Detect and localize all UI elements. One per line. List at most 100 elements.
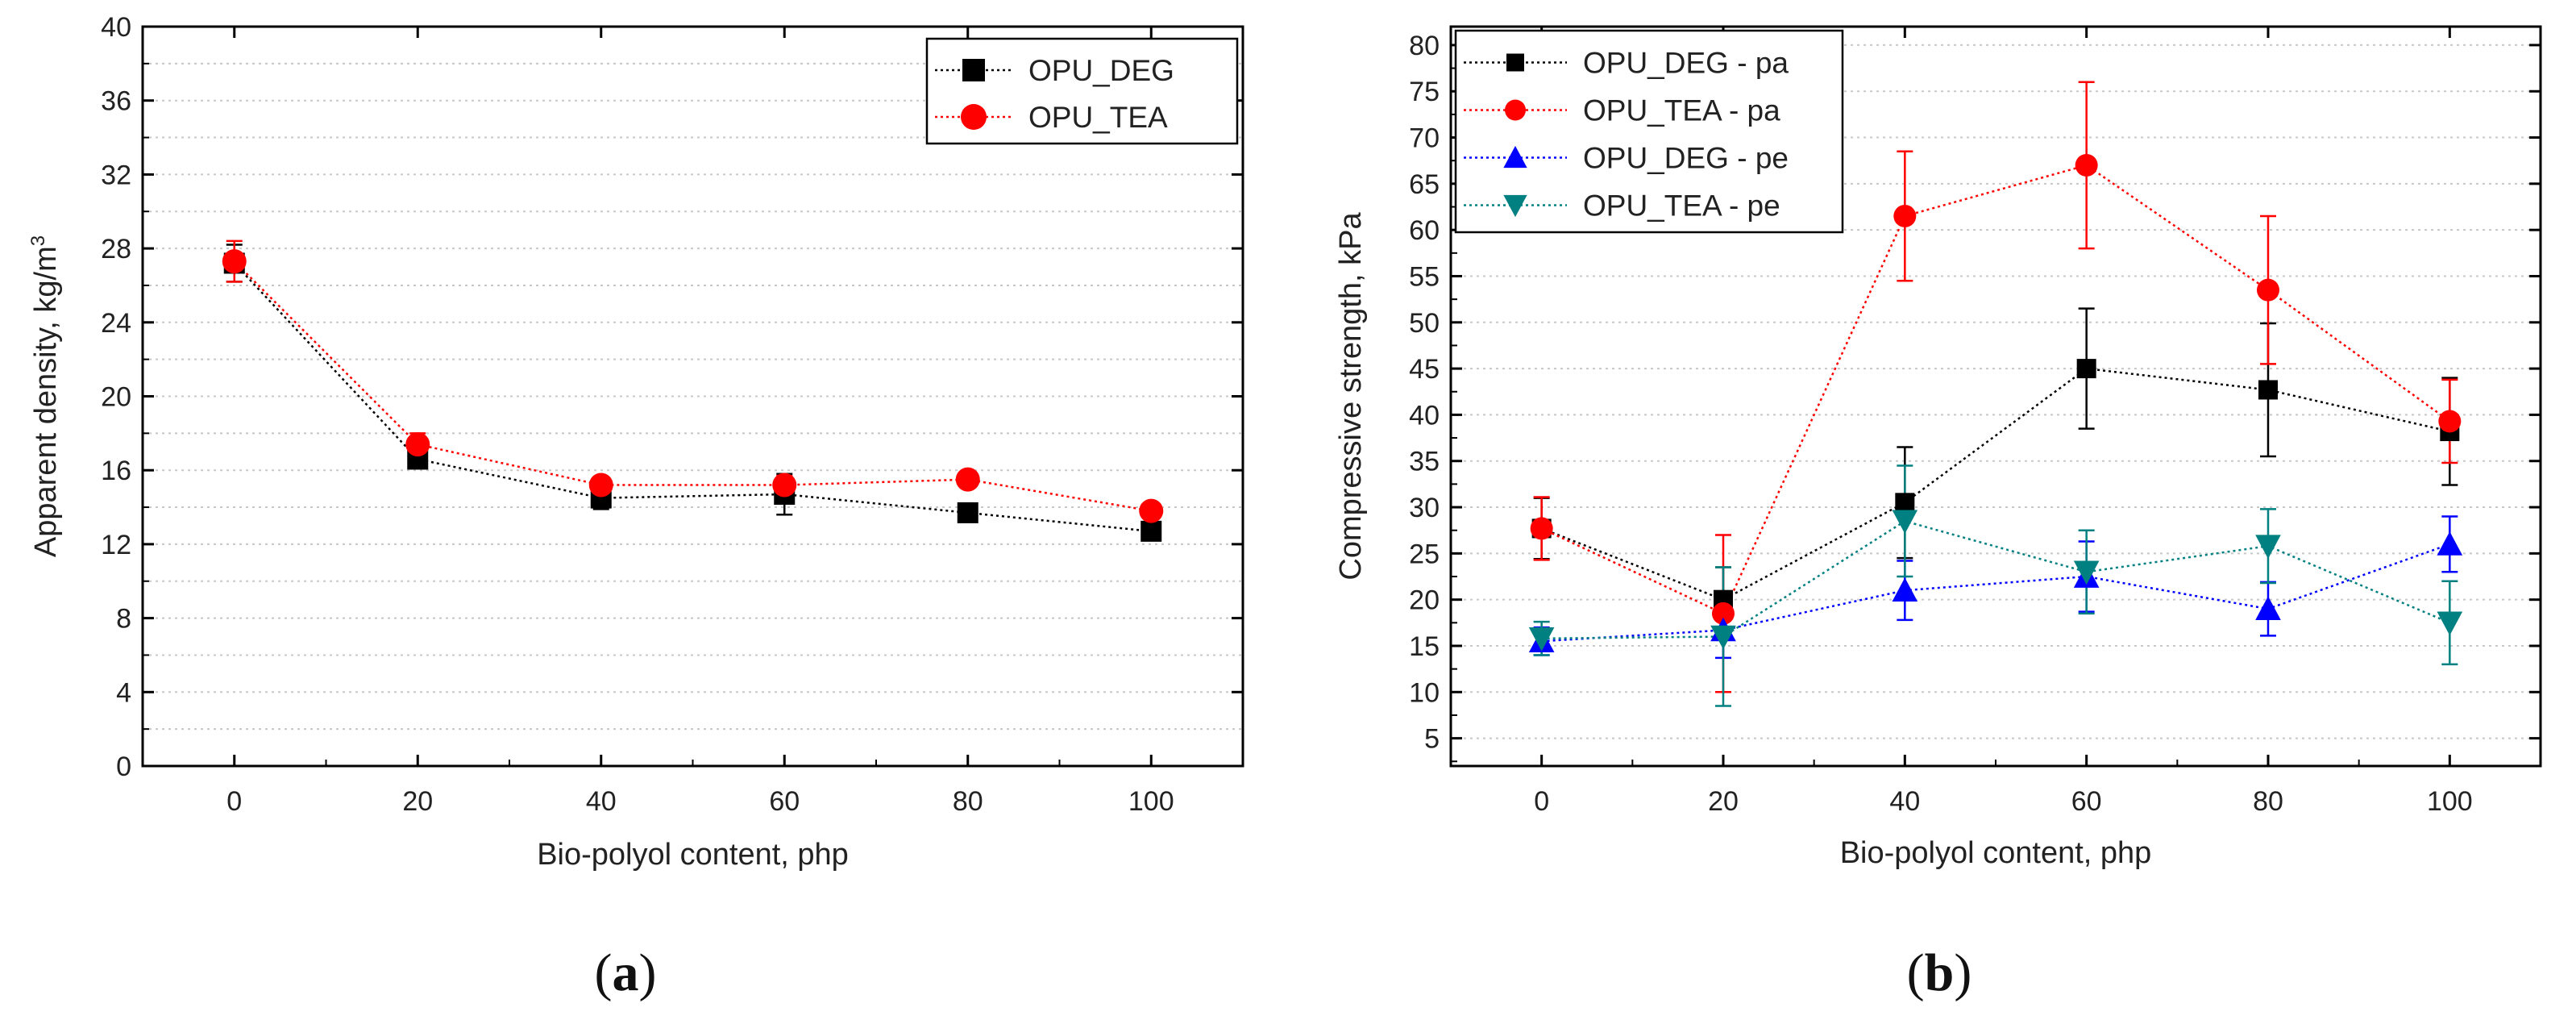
panel-b-axes: 5 10 15 20 25 30 35 40 45 50 55 60 65 70 75 80 0 20 40 60 80… (1409, 27, 2541, 817)
y-tick-label: 30 (1409, 493, 1440, 523)
x-tick-label: 40 (1889, 786, 1920, 817)
caption-b-close: ) (1954, 943, 1971, 1002)
x-tick-label: 0 (1534, 786, 1549, 817)
y-tick-label: 35 (1409, 447, 1440, 477)
caption-b-open: ( (1907, 943, 1925, 1002)
y-tick-label: 8 (116, 604, 131, 635)
series-line-opu-tea-pe (1541, 519, 2450, 640)
y-tick-label: 4 (116, 677, 131, 708)
legend-label: OPU_TEA (1028, 101, 1168, 134)
panel-a-y-axis-label-superscript: 3 (27, 235, 49, 246)
data-point (1892, 577, 1918, 602)
y-tick-label: 60 (1409, 215, 1440, 246)
panel-b-chart: 5 10 15 20 25 30 35 40 45 50 55 60 65 70 75 80 0 20 40 60 80… (1334, 25, 2542, 870)
data-point (1712, 602, 1735, 625)
data-point (222, 249, 247, 274)
series-line-opu-deg (233, 262, 1152, 533)
data-point (405, 432, 430, 457)
panel-a-grid (143, 62, 1243, 731)
panel-a-series (222, 239, 1164, 542)
legend-marker (1503, 194, 1527, 218)
panel-a-y-axis-label: Apparent density, kg/m3 (27, 235, 63, 557)
caption-a-open: ( (595, 943, 613, 1002)
data-point (1710, 625, 1736, 650)
data-point (588, 473, 613, 498)
legend-marker (1503, 145, 1527, 169)
y-tick-label: 0 (116, 751, 131, 782)
data-point (2073, 560, 2100, 585)
y-tick-label: 20 (101, 382, 131, 413)
caption-a-letter: a (613, 943, 639, 1002)
data-point (1895, 493, 1915, 513)
y-tick-label: 24 (101, 308, 131, 339)
x-tick-label: 20 (1708, 786, 1739, 817)
y-tick-label: 70 (1409, 123, 1440, 154)
panel-a-legend: OPU_DEG OPU_TEA (925, 37, 1239, 145)
y-tick-label: 20 (1409, 585, 1440, 616)
x-tick-label: 60 (2071, 786, 2102, 817)
y-tick-label: 75 (1409, 77, 1440, 107)
y-tick-label: 36 (101, 86, 131, 117)
y-tick-label: 40 (1409, 400, 1440, 431)
caption-b: (b) (1907, 943, 1972, 1002)
x-tick-label: 60 (769, 786, 800, 817)
y-tick-label: 10 (1409, 677, 1440, 708)
panel-a-x-axis-label: Bio-polyol content, php (537, 838, 849, 872)
caption-a-close: ) (639, 943, 657, 1002)
y-tick-label: 15 (1409, 631, 1440, 662)
y-tick-label: 32 (101, 160, 131, 190)
x-tick-label: 100 (1128, 786, 1174, 817)
y-tick-label: 25 (1409, 539, 1440, 569)
data-point (2255, 535, 2281, 559)
data-point (2258, 380, 2278, 400)
x-tick-label: 100 (2427, 786, 2473, 817)
y-tick-label: 55 (1409, 261, 1440, 292)
series-line-opu-deg-pe (1541, 543, 2450, 643)
y-tick-label: 40 (101, 12, 131, 43)
data-point (2437, 611, 2463, 636)
panel-a-chart: 0 4 8 12 16 20 24 28 32 36 40 0 20 40 60 80 100 Bio-poly… (27, 12, 1244, 872)
y-tick-label: 28 (101, 234, 131, 264)
caption-a: (a) (595, 943, 657, 1002)
y-tick-label: 5 (1424, 724, 1440, 755)
data-point (1530, 517, 1553, 540)
data-point (1139, 498, 1164, 523)
legend-marker (1506, 53, 1524, 72)
panel-a-y-axis-label-text: Apparent density, kg/m (29, 246, 63, 557)
data-point (1893, 204, 1917, 227)
caption-b-letter: b (1925, 943, 1955, 1002)
data-point (2438, 410, 2462, 433)
panel-b-x-axis-label: Bio-polyol content, php (1840, 836, 2152, 870)
y-tick-label: 16 (101, 456, 131, 486)
x-tick-label: 80 (2253, 786, 2283, 817)
data-point (1892, 510, 1918, 535)
x-tick-label: 0 (226, 786, 242, 817)
y-tick-label: 12 (101, 530, 131, 560)
panel-b-legend: OPU_DEG - pa OPU_TEA - pa OPU_DEG - pe OPU_… (1454, 29, 1844, 234)
data-point (2076, 359, 2096, 379)
legend-marker (962, 59, 985, 81)
legend-label: OPU_TEA - pa (1583, 94, 1780, 127)
y-tick-label: 50 (1409, 308, 1440, 339)
data-point (2075, 153, 2098, 177)
panel-b-series (1528, 81, 2463, 707)
y-tick-label: 65 (1409, 169, 1440, 200)
legend-label: OPU_DEG (1028, 54, 1174, 87)
series-line-opu-deg-pa (1541, 367, 2450, 602)
y-tick-label: 80 (1409, 31, 1440, 61)
y-tick-label: 45 (1409, 354, 1440, 385)
legend-marker (1505, 99, 1526, 121)
legend-label: OPU_DEG - pe (1583, 142, 1789, 175)
x-tick-label: 40 (586, 786, 617, 817)
series-line-opu-tea-pa (1541, 164, 2451, 615)
data-point (772, 473, 797, 498)
data-point (957, 502, 978, 523)
panel-b-y-axis-label: Compressive strength, kPa (1334, 212, 1368, 581)
legend-label: OPU_DEG - pa (1583, 47, 1789, 80)
data-point (2255, 596, 2281, 620)
legend-label: OPU_TEA - pe (1583, 189, 1780, 223)
panel-a-axes: 0 4 8 12 16 20 24 28 32 36 40 0 20 40 60 80 100 (101, 12, 1244, 817)
data-point (1528, 627, 1555, 652)
series-line-opu-tea (233, 260, 1152, 512)
